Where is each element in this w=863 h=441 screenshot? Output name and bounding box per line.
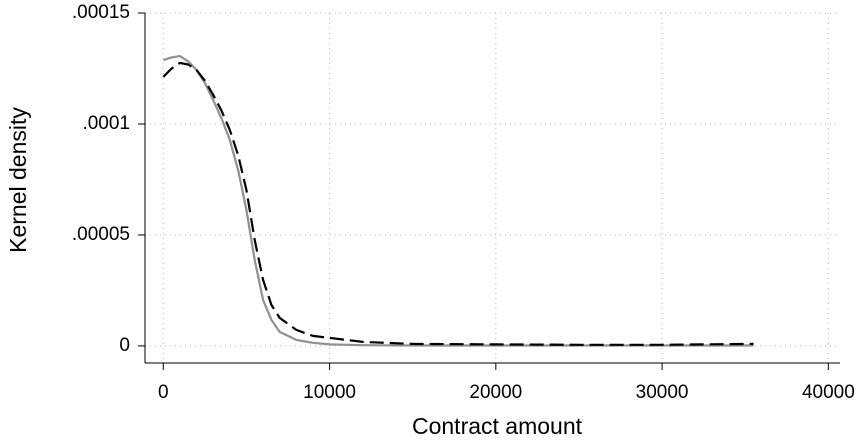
series-line xyxy=(162,61,754,346)
y-tick-label: .00005 xyxy=(72,224,130,245)
x-tick-label: 0 xyxy=(158,382,169,403)
x-tick-label: 20000 xyxy=(469,382,522,403)
y-axis-title: Kernel density xyxy=(5,107,31,253)
y-tick-label: 0 xyxy=(119,335,130,356)
x-tick-label: 10000 xyxy=(303,382,356,403)
x-tick-label: 40000 xyxy=(802,382,855,403)
y-tick-label: .0001 xyxy=(82,113,130,134)
x-tick-label: 30000 xyxy=(636,382,689,403)
y-tick-label: .00015 xyxy=(72,2,130,23)
x-axis-title: Contract amount xyxy=(412,413,583,439)
series-line xyxy=(162,55,754,347)
